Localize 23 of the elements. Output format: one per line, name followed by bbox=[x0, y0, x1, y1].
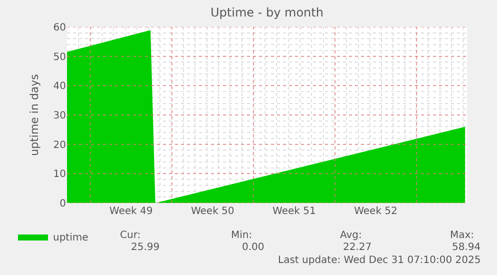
text: Last update: Wed Dec 31 07:10:00 2025 bbox=[278, 255, 481, 266]
x-tick-label: Week 50 bbox=[190, 206, 234, 217]
legend-label: uptime bbox=[53, 232, 88, 244]
chart-title: Uptime - by month bbox=[210, 6, 324, 20]
text: 58.94 bbox=[452, 242, 481, 253]
y-tick-label: 40 bbox=[53, 81, 66, 92]
y-tick-label: 50 bbox=[53, 52, 66, 63]
x-tick-label: Week 52 bbox=[354, 206, 398, 217]
y-tick-label: 0 bbox=[60, 198, 66, 210]
text: 22.27 bbox=[343, 242, 372, 253]
y-axis-title: uptime in days bbox=[28, 74, 41, 156]
x-tick-label: Week 51 bbox=[272, 206, 316, 217]
text: Max: bbox=[450, 230, 474, 241]
x-tick-label: Week 49 bbox=[109, 206, 153, 217]
text: Avg: bbox=[340, 230, 362, 241]
y-tick-label: 60 bbox=[53, 22, 66, 34]
text: 25.99 bbox=[131, 242, 160, 253]
y-tick-label: 10 bbox=[53, 169, 66, 180]
y-tick-label: 20 bbox=[53, 140, 66, 151]
text: 0.00 bbox=[242, 242, 264, 253]
text: Cur: bbox=[120, 230, 141, 241]
y-tick-label: 30 bbox=[53, 110, 66, 122]
text: Min: bbox=[231, 230, 252, 241]
